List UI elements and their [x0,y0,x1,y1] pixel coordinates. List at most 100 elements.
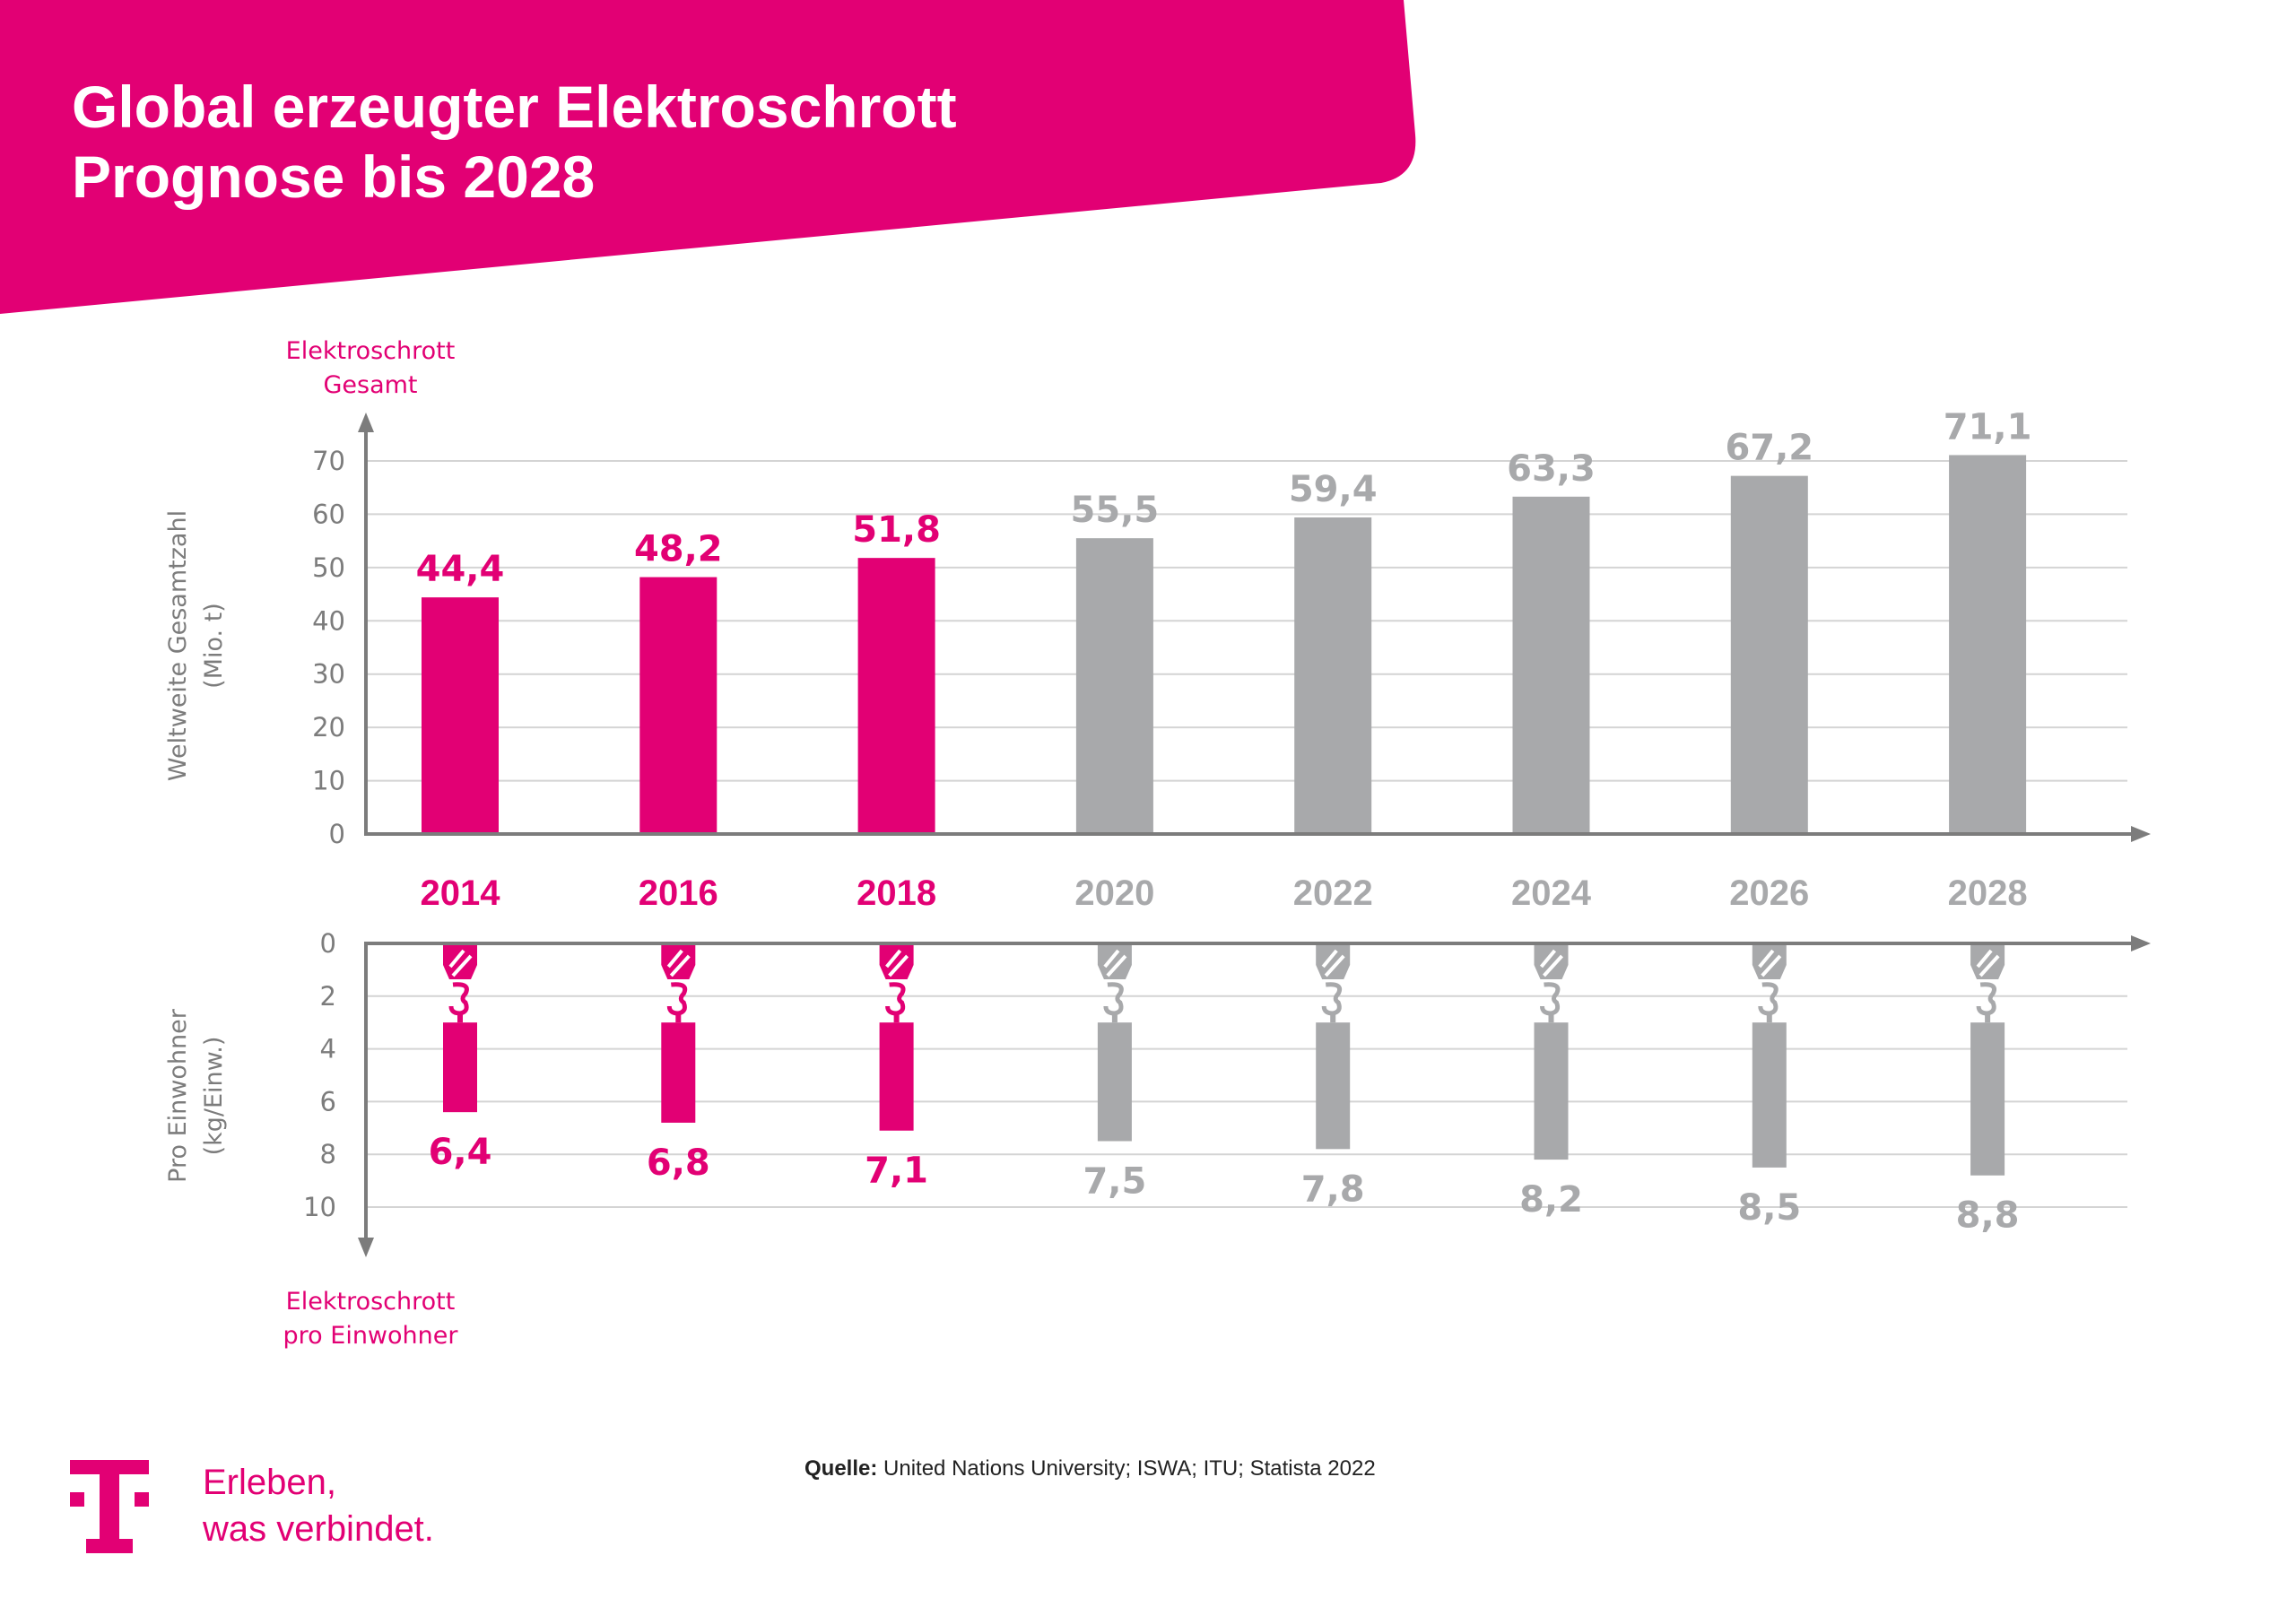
y-axis-down-arrow-icon [358,1238,374,1257]
bottom-annotation-line-1: Elektroschrott [286,1288,456,1316]
hook-block [1534,943,1569,979]
per-capita-bar [1752,1022,1787,1168]
hook-curve [1540,982,1561,1016]
hook-curve [448,982,469,1016]
bottom-y-tick: 0 [320,928,336,959]
total-bar [1512,496,1590,834]
bottom-y-tick: 2 [320,981,336,1012]
year-labels: 2014 2016 2018 2020 2022 2024 2026 2028 [421,873,2028,913]
hook-stripes [1321,949,1345,977]
hook-curve [1103,982,1124,1016]
hook-block [1970,943,2005,979]
x-axis-arrow-icon [2131,935,2151,951]
crane-hook-icon [879,943,914,1023]
crane-hook-icon [1534,943,1569,1023]
per-capita-bar [1534,1022,1569,1160]
top-annotation-line-2: Gesamt [323,371,417,399]
bottom-y-tick: 8 [320,1139,336,1169]
year-label: 2022 [1293,873,1373,913]
y-axis-up-arrow-icon [358,413,374,432]
total-value-label: 67,2 [1725,428,1813,469]
hook-stripes [885,949,909,977]
bottom-y-tick: 4 [320,1034,336,1064]
hook-curve [666,982,688,1016]
source-text: United Nations University; ISWA; ITU; St… [877,1456,1375,1481]
bottom-y-tick: 10 [303,1192,336,1222]
top-y-tick: 10 [312,766,345,796]
x-axis-arrow-icon [2131,826,2151,842]
title-line-2: Prognose bis 2028 [72,143,595,210]
bottom-ylabel-line-1: Pro Einwohner [164,1008,192,1183]
year-label: 2020 [1074,873,1154,913]
title-line-1: Global erzeugter Elektroschrott [72,74,957,140]
slogan-line-2: was verbindet. [202,1509,434,1549]
top-y-tick: 30 [312,659,345,690]
total-value-label: 44,4 [416,549,505,590]
top-y-tick: 20 [312,712,345,743]
year-label: 2018 [857,873,936,913]
hook-stripes [448,949,473,977]
total-value-label: 55,5 [1071,490,1160,531]
per-capita-value-label: 8,5 [1737,1187,1801,1229]
per-capita-bar [879,1022,914,1131]
per-capita-bar [1316,1022,1351,1150]
total-value-label: 51,8 [852,509,941,551]
year-label: 2024 [1511,873,1592,913]
hook-block [1097,943,1132,979]
per-capita-bar [443,1022,477,1113]
crane-hook-icon [443,943,477,1023]
source-note: Quelle: United Nations University; ISWA;… [804,1456,1376,1481]
top-y-tick: 60 [312,499,345,529]
top-y-tick: 0 [329,819,345,849]
hook-stripes [1758,949,1782,977]
hook-stripes [666,949,691,977]
year-label: 2014 [421,873,501,913]
crane-hook-icon [1970,943,2005,1023]
total-bar [422,597,499,834]
bottom-ylabel-line-2: (kg/Einw.) [200,1037,228,1156]
hook-curve [885,982,906,1016]
header-banner [0,0,1416,314]
hook-stripes [1539,949,1563,977]
hook-curve [1976,982,1996,1016]
top-y-tick: 40 [312,605,345,636]
total-value-label: 48,2 [634,529,723,570]
total-ewaste-chart: Elektroschrott Gesamt Weltweite Gesamtza… [164,337,2151,849]
crane-hook-icon [1752,943,1787,1023]
per-capita-value-label: 7,8 [1301,1169,1365,1210]
top-annotation-line-1: Elektroschrott [286,337,456,365]
top-ylabel-line-2: (Mio. t) [200,603,228,689]
hook-block [1752,943,1787,979]
telekom-logo [70,1460,149,1553]
hook-stripes [1103,949,1127,977]
per-capita-value-label: 7,5 [1083,1161,1146,1203]
per-capita-bar [1097,1022,1132,1142]
top-y-tick: 50 [312,552,345,583]
top-ylabel-line-1: Weltweite Gesamtzahl [164,510,192,781]
crane-hook-icon [1316,943,1351,1023]
total-bar [639,577,718,834]
per-capita-value-label: 6,8 [647,1142,710,1184]
per-capita-value-label: 7,1 [865,1151,928,1192]
per-capita-bar [1970,1022,2005,1176]
per-capita-value-label: 8,8 [1956,1195,2020,1237]
total-value-label: 71,1 [1944,406,2032,447]
hook-block [879,943,914,979]
year-label: 2026 [1729,873,1809,913]
crane-hook-icon [1097,943,1132,1023]
hook-block [661,943,696,979]
bottom-y-tick: 6 [320,1086,336,1116]
top-y-tick: 70 [312,446,345,476]
hook-stripes [1976,949,2000,977]
slogan-line-1: Erleben, [203,1463,336,1502]
total-bar [1730,475,1808,834]
total-bar [1075,538,1153,834]
hook-curve [1321,982,1343,1016]
total-bar [1294,517,1372,834]
per-capita-chart: Pro Einwohner (kg/Einw.) 0 2 4 6 8 10 6,4 6,8 7… [164,928,2151,1350]
total-bar [857,558,935,834]
crane-hook-icon [661,943,696,1023]
year-label: 2016 [639,873,718,913]
total-value-label: 63,3 [1507,448,1596,490]
